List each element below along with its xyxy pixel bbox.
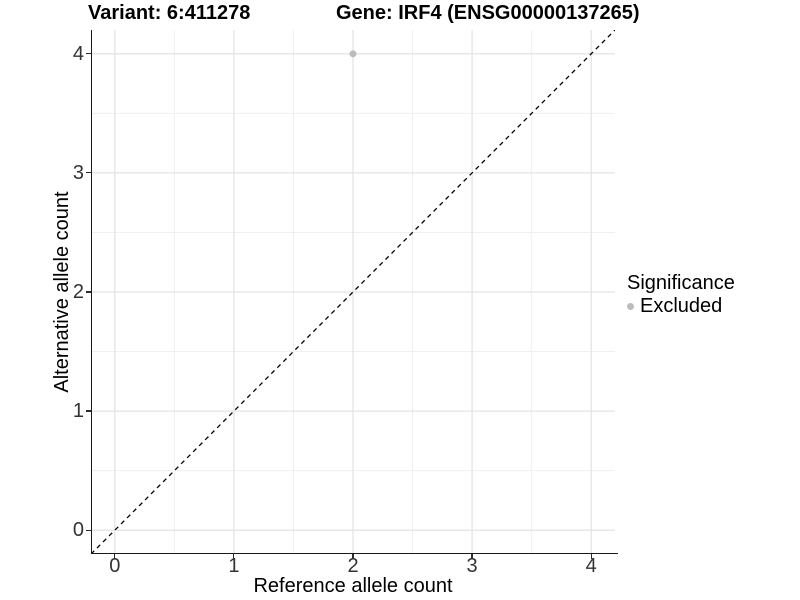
x-tick-mark	[233, 554, 235, 559]
y-tick-label: 2	[72, 281, 84, 303]
legend-title: Significance	[627, 272, 735, 294]
y-tick-mark	[86, 172, 91, 174]
plot-canvas	[90, 29, 616, 555]
y-tick-mark	[86, 529, 91, 531]
x-tick-mark	[114, 554, 116, 559]
y-tick-label: 1	[72, 400, 84, 423]
plot-title-variant: Variant: 6:411278	[88, 2, 251, 24]
y-axis-line	[90, 30, 92, 554]
x-tick-label: 4	[585, 555, 597, 577]
x-tick-label: 3	[466, 555, 478, 577]
y-tick-mark	[86, 53, 91, 55]
x-tick-label: 0	[109, 555, 121, 577]
legend-item-label: Excluded	[640, 295, 723, 317]
legend-items: Excluded	[627, 295, 735, 317]
y-tick-label: 0	[72, 519, 84, 542]
x-axis-line	[90, 552, 618, 554]
legend: Significance Excluded	[627, 271, 735, 317]
x-tick-mark	[352, 554, 354, 559]
data-point	[349, 50, 357, 58]
x-tick-label: 2	[347, 555, 359, 577]
y-axis-title: Alternative allele count	[51, 191, 73, 393]
x-tick-label: 1	[228, 555, 240, 577]
legend-key-dot-icon	[627, 302, 634, 310]
plot-panel	[90, 29, 616, 555]
x-tick-mark	[590, 554, 592, 559]
x-tick-mark	[471, 554, 473, 559]
x-axis-title: Reference allele count	[253, 575, 453, 597]
plot-title-gene: Gene: IRF4 (ENSG00000137265)	[336, 2, 640, 24]
y-tick-mark	[86, 410, 91, 412]
y-tick-label: 4	[72, 42, 84, 65]
y-tick-mark	[86, 291, 91, 293]
legend-item: Excluded	[627, 295, 735, 317]
y-tick-label: 3	[72, 161, 84, 184]
